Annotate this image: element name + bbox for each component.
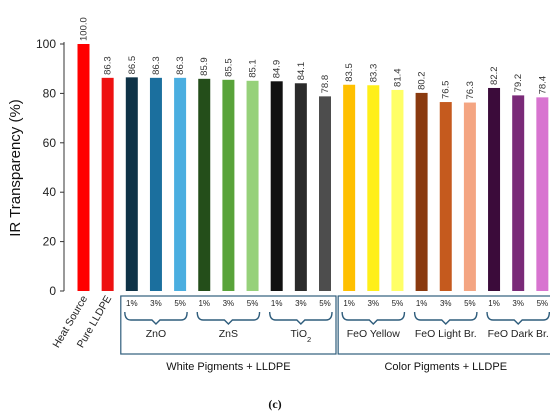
bar [343, 84, 356, 291]
bar [319, 96, 331, 291]
bar [488, 87, 501, 291]
bar-value-label: 83.3 [368, 64, 379, 83]
bar [536, 97, 549, 292]
bar-value-label: 79.2 [513, 74, 524, 93]
concentration-label: 1% [126, 299, 138, 308]
bar-value-label: 84.1 [296, 62, 307, 81]
bar [391, 89, 404, 291]
bar [222, 79, 235, 291]
concentration-label: 5% [247, 299, 259, 308]
group-brace [124, 311, 188, 325]
y-axis: 0 20 40 60 80 100 [36, 37, 65, 298]
bar [149, 77, 162, 292]
section-box [120, 295, 337, 355]
section-box [337, 295, 550, 355]
bar-value-label: 76.5 [441, 81, 452, 100]
y-tick-label: 40 [43, 185, 57, 199]
concentration-label: 5% [174, 299, 186, 308]
bar [415, 92, 428, 291]
group-label-subscript: 2 [307, 335, 311, 344]
bar [439, 102, 452, 291]
y-tick-label: 20 [43, 235, 57, 249]
group-brace [196, 311, 261, 325]
bar-value-label: 78.8 [320, 75, 331, 94]
bar [367, 85, 380, 292]
concentration-label: 1% [198, 299, 210, 308]
bar-value-label: 85.5 [223, 58, 234, 77]
bar-value-label: 85.1 [248, 59, 259, 77]
y-tick-label: 60 [43, 136, 57, 150]
group-label: TiO2 [290, 328, 311, 344]
section-label: Color Pigments + LLDPE [384, 361, 507, 373]
concentration-label: 3% [368, 299, 380, 308]
group-label-text: FeO Light Br. [415, 328, 477, 340]
group-label: FeO Dark Br. [488, 328, 549, 340]
bar [125, 77, 138, 291]
concentration-label: 5% [319, 299, 331, 308]
concentration-label: 3% [295, 299, 307, 308]
concentration-label: 3% [512, 299, 524, 308]
bar-value-label: 86.3 [151, 56, 162, 75]
concentration-label: 3% [223, 299, 235, 308]
bar-value-label: 84.9 [272, 60, 283, 79]
bar [463, 102, 476, 291]
group-label-text: FeO Dark Br. [488, 328, 549, 340]
bar [246, 80, 259, 291]
bar [294, 83, 307, 291]
group-label-text: ZnS [219, 328, 238, 340]
group-label: FeO Light Br. [415, 328, 477, 340]
y-tick-label: 100 [36, 37, 56, 51]
bars: 100.0 86.3 86.5 86.3 86.3 85.9 85.5 85.1 84.9 84.… [77, 17, 549, 292]
concentration-label: 1% [271, 299, 283, 308]
group-brace [269, 311, 333, 325]
group-label-text: TiO [290, 328, 307, 340]
bar-value-label: 86.3 [175, 56, 186, 75]
bar-value-label: 100.0 [79, 17, 90, 41]
bar-value-label: 85.9 [199, 57, 210, 76]
bar-value-label: 86.5 [127, 56, 138, 75]
group-brace [486, 311, 550, 325]
bar-value-label: 80.2 [417, 71, 428, 90]
bar [270, 81, 283, 291]
concentration-label: 3% [150, 299, 162, 308]
concentration-label: 3% [440, 299, 452, 308]
bar-value-label: 82.2 [489, 66, 500, 85]
group-brace [341, 311, 406, 325]
panel-label: (c) [268, 397, 281, 411]
y-tick-label: 80 [43, 86, 57, 100]
concentration-label: 5% [392, 299, 404, 308]
bar-value-label: 83.5 [344, 63, 355, 82]
bar-value-label: 78.4 [537, 76, 548, 95]
group-label: ZnO [146, 328, 166, 340]
concentration-label: 1% [416, 299, 428, 308]
bar-value-label: 86.3 [103, 56, 114, 74]
bar [512, 95, 525, 291]
bar-value-label: 81.4 [392, 68, 403, 87]
group-brace [413, 311, 478, 325]
group-label-text: ZnO [146, 328, 166, 340]
section-label: White Pigments + LLDPE [166, 361, 290, 373]
concentration-label: 1% [343, 299, 355, 308]
bar-value-label: 76.3 [465, 81, 476, 100]
y-axis-label: IR Transparency (%) [7, 99, 24, 237]
concentration-label: 1% [488, 299, 500, 308]
concentration-label: 5% [537, 299, 549, 308]
bar [198, 78, 211, 292]
bar [77, 44, 90, 291]
y-tick-label: 0 [49, 284, 56, 298]
group-label: ZnS [219, 328, 238, 340]
concentration-label: 5% [464, 299, 476, 308]
bar [101, 77, 114, 292]
group-label: FeO Yellow [347, 328, 401, 340]
bar [174, 77, 187, 292]
group-label-text: FeO Yellow [347, 328, 401, 340]
